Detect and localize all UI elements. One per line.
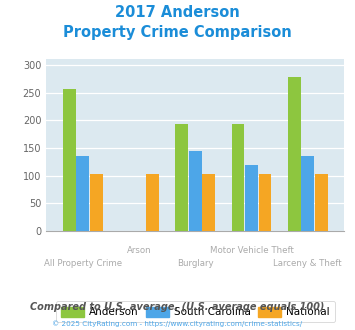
Text: 2017 Anderson: 2017 Anderson — [115, 5, 240, 20]
Bar — [231, 124, 245, 231]
Bar — [301, 156, 314, 231]
Bar — [245, 165, 258, 231]
Legend: Anderson, South Carolina, National: Anderson, South Carolina, National — [55, 301, 335, 322]
Bar — [146, 174, 159, 231]
Text: Property Crime Comparison: Property Crime Comparison — [63, 25, 292, 40]
Text: Arson: Arson — [127, 246, 151, 255]
Text: © 2025 CityRating.com - https://www.cityrating.com/crime-statistics/: © 2025 CityRating.com - https://www.city… — [53, 321, 302, 327]
Bar — [63, 89, 76, 231]
Bar — [315, 174, 328, 231]
Text: Motor Vehicle Theft: Motor Vehicle Theft — [209, 246, 294, 255]
Bar — [258, 174, 272, 231]
Text: All Property Crime: All Property Crime — [44, 259, 122, 268]
Text: Burglary: Burglary — [177, 259, 214, 268]
Bar — [202, 174, 215, 231]
Bar — [189, 151, 202, 231]
Bar — [175, 124, 188, 231]
Bar — [76, 156, 89, 231]
Text: Compared to U.S. average. (U.S. average equals 100): Compared to U.S. average. (U.S. average … — [30, 302, 325, 312]
Text: Larceny & Theft: Larceny & Theft — [273, 259, 342, 268]
Bar — [288, 77, 301, 231]
Bar — [90, 174, 103, 231]
